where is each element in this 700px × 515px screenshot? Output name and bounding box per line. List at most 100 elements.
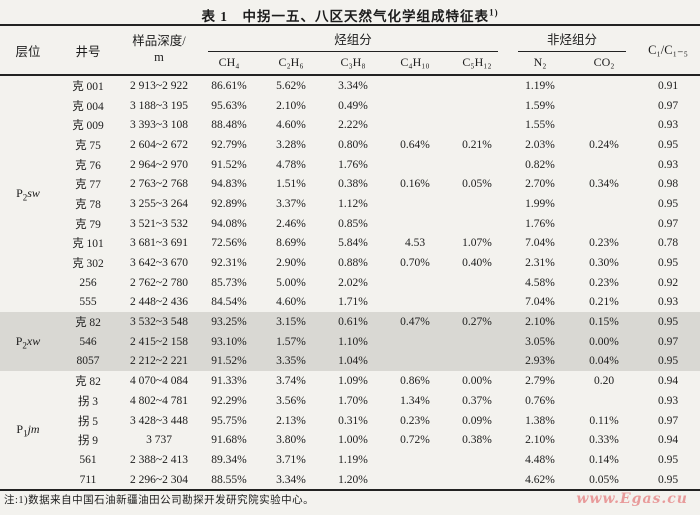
cell-c4h10 <box>384 155 446 175</box>
cell-c3h8: 0.61% <box>322 312 384 332</box>
cell-n2: 1.55% <box>525 119 555 132</box>
table-row: 561 2 388~2 413 89.34% 3.71% 1.19% 4.48% 0.14%… <box>0 450 700 470</box>
cell-c4h10: 4.53 <box>404 237 426 250</box>
cell-c4h10: 0.16% <box>400 178 430 191</box>
cell-c5h12: 0.27% <box>446 312 509 332</box>
cell-well: 克 302 <box>72 258 104 271</box>
table-row: 546 2 415~2 158 93.10% 1.57% 1.10% 3.05% 0.00%… <box>0 331 700 352</box>
cell-ratio: 0.95 <box>636 351 700 372</box>
cell-c3h8: 0.49% <box>338 99 368 112</box>
cell-co2: 0.23% <box>589 276 619 289</box>
cell-depth: 3 255~3 264 <box>130 197 188 210</box>
table-row: 克 77 2 763~2 768 94.83% 1.51% 0.38% 0.16% 0.05… <box>0 174 700 194</box>
cell-c5h12 <box>446 331 509 352</box>
cell-c4h10 <box>384 450 446 470</box>
cell-depth: 2 913~2 922 <box>130 79 188 92</box>
cell-co2 <box>572 115 636 135</box>
cell-c4h10: 0.70% <box>400 257 430 270</box>
cell-c3h8: 2.22% <box>338 119 368 132</box>
site-watermark: www.Egas.cu <box>576 491 688 507</box>
cell-ch4: 72.56% <box>211 237 247 250</box>
cell-c2h6: 3.34% <box>276 473 306 486</box>
cell-c5h12 <box>446 194 508 214</box>
table-row: 711 2 296~2 304 88.55% 3.34% 1.20% 4.62% 0.05%… <box>0 470 700 491</box>
table-title: 表 1 中拐一五、八区天然气化学组成特征表1) <box>0 0 700 25</box>
table-row: P1jm 克 82 4 070~4 084 91.33% 3.74% 1.09% 0.86%… <box>0 371 700 438</box>
cell-ratio: 0.97 <box>657 414 679 427</box>
cell-c2h6: 3.28% <box>276 138 306 151</box>
cell-ratio: 0.95 <box>657 197 679 210</box>
cell-ratio: 0.97 <box>636 331 700 352</box>
stratum-label: P2xw <box>0 312 56 372</box>
cell-c4h10 <box>384 351 446 372</box>
cell-n2: 4.48% <box>525 453 555 466</box>
cell-depth: 3 532~3 548 <box>120 312 198 332</box>
cell-n2: 2.93% <box>508 351 573 372</box>
cell-ch4: 84.54% <box>211 296 247 309</box>
cell-ch4: 92.31% <box>211 257 247 270</box>
cell-c2h6: 8.69% <box>276 237 306 250</box>
cell-ratio: 0.93 <box>657 119 679 132</box>
cell-c2h6: 2.46% <box>276 217 306 230</box>
table-row: 克 009 3 393~3 108 88.48% 4.60% 2.22% 1.55% 0.9… <box>0 115 700 135</box>
cell-n2: 4.58% <box>525 276 555 289</box>
cell-co2: 0.04% <box>572 351 637 372</box>
cell-c3h8: 1.70% <box>338 394 368 407</box>
cell-co2: 0.11% <box>589 414 619 427</box>
table-body: P2sw 克 001 2 913~2 922 86.61% 5.62% 3.34% 1.19… <box>0 75 700 490</box>
cell-co2: 0.30% <box>589 257 619 270</box>
cell-co2: 0.05% <box>589 473 619 486</box>
cell-c2h6: 3.74% <box>276 375 306 388</box>
cell-n2: 7.04% <box>525 296 555 309</box>
cell-c4h10 <box>384 96 446 116</box>
cell-co2 <box>572 391 636 411</box>
cell-c2h6: 1.57% <box>260 331 322 352</box>
cell-ch4: 85.73% <box>211 276 247 289</box>
stratum-label: P1jm <box>16 422 40 439</box>
cell-c4h10: 0.23% <box>400 414 430 427</box>
table-row: 256 2 762~2 780 85.73% 5.00% 2.02% 4.58% 0.23%… <box>0 273 700 293</box>
cell-co2: 0.23% <box>589 237 619 250</box>
col-group-non-hydrocarbon-label: 非烃组分 <box>518 29 627 52</box>
cell-ratio: 0.95 <box>657 473 679 486</box>
cell-well: 克 82 <box>75 376 101 389</box>
cell-c2h6: 3.71% <box>276 453 306 466</box>
cell-c4h10 <box>384 194 446 214</box>
cell-c3h8: 0.88% <box>338 257 368 270</box>
cell-c2h6: 4.60% <box>276 296 306 309</box>
col-header-c5h12: C₅H₁₂ <box>462 55 492 69</box>
cell-depth: 4 070~4 084 <box>130 375 188 388</box>
cell-depth: 2 964~2 970 <box>130 158 188 171</box>
cell-ch4: 91.52% <box>211 158 247 171</box>
cell-depth: 2 415~2 158 <box>120 331 198 352</box>
cell-ch4: 95.63% <box>211 99 247 112</box>
cell-ratio: 0.97 <box>657 99 679 112</box>
cell-c5h12: 0.37% <box>462 394 492 407</box>
col-header-c3h8: C₃H₈ <box>340 55 366 69</box>
cell-co2 <box>572 194 636 214</box>
cell-c3h8: 3.34% <box>338 79 368 92</box>
cell-c2h6: 3.56% <box>276 394 306 407</box>
cell-well: 克 79 <box>75 218 101 231</box>
cell-c3h8: 0.85% <box>338 217 368 230</box>
cell-well: 546 <box>56 331 120 352</box>
cell-c2h6: 3.37% <box>276 197 306 210</box>
table-row: 克 101 3 681~3 691 72.56% 8.69% 5.84% 4.53 1.07… <box>0 234 700 254</box>
cell-depth: 2 763~2 768 <box>130 178 188 191</box>
cell-ratio: 0.98 <box>657 178 679 191</box>
cell-c5h12 <box>446 96 508 116</box>
cell-c4h10: 0.72% <box>400 434 430 447</box>
cell-depth: 3 393~3 108 <box>130 119 188 132</box>
col-header-well: 井号 <box>75 44 101 59</box>
cell-ratio: 0.91 <box>657 79 679 92</box>
cell-well: 711 <box>79 473 97 486</box>
col-header-ratio: C₁/C₁₋₅ <box>648 43 688 57</box>
cell-ch4: 93.10% <box>198 331 260 352</box>
cell-c3h8: 0.80% <box>338 138 368 151</box>
cell-c3h8: 1.20% <box>338 473 368 486</box>
cell-co2: 0.34% <box>589 178 619 191</box>
table-row: 拐 5 3 428~3 448 95.75% 2.13% 0.31% 0.23% 0.09%… <box>0 411 700 431</box>
cell-c5h12 <box>446 214 508 234</box>
cell-n2: 1.76% <box>525 217 555 230</box>
cell-c4h10: 0.47% <box>384 312 446 332</box>
